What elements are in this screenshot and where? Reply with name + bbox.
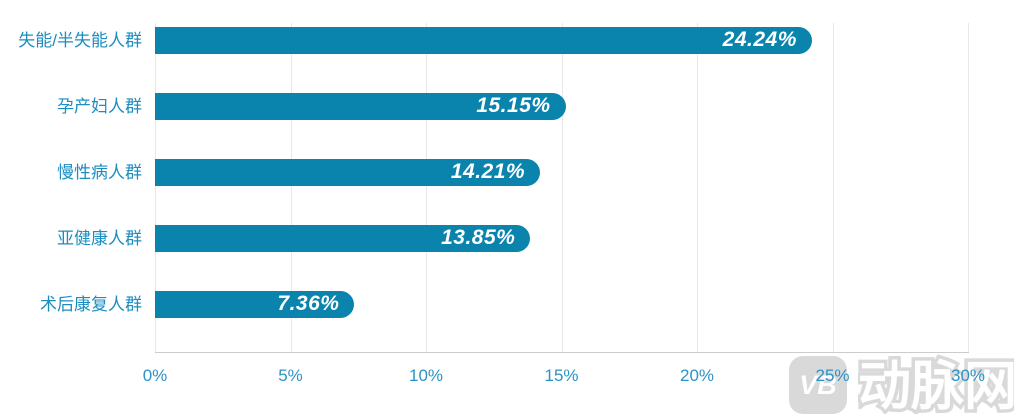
gridline <box>697 23 698 352</box>
brand-watermark-logo: VB <box>789 356 847 414</box>
x-tick-label: 0% <box>142 366 168 385</box>
bar-value-label: 24.24% <box>722 28 797 51</box>
category-label: 失能/半失能人群 <box>18 30 142 50</box>
bar-value-label: 7.36% <box>277 292 340 315</box>
bar: 7.36% <box>155 290 355 318</box>
bar: 15.15% <box>155 92 566 120</box>
x-tick-label: 25% <box>815 366 850 385</box>
bar-value-label: 14.21% <box>450 160 526 183</box>
category-label: 孕产妇人群 <box>57 96 142 116</box>
category-label: 亚健康人群 <box>57 228 142 248</box>
x-tick-label: 10% <box>408 366 444 385</box>
category-label: 慢性病人群 <box>57 162 142 182</box>
category-label: 术后康复人群 <box>40 294 142 314</box>
brand-watermark: 动脉网 <box>858 354 1014 414</box>
gridline <box>426 23 427 352</box>
x-tick-label: 20% <box>679 366 715 385</box>
x-tick-label: 15% <box>544 366 579 385</box>
x-axis-baseline <box>155 352 969 353</box>
bar: 13.85% <box>155 224 531 252</box>
gridline <box>561 23 563 352</box>
gridline <box>290 23 292 352</box>
bar: 14.21% <box>155 158 541 186</box>
x-tick-label: 5% <box>278 366 303 385</box>
x-tick-label: 30% <box>950 366 986 385</box>
bar-value-label: 15.15% <box>476 94 551 117</box>
bar-value-label: 13.85% <box>441 226 516 249</box>
gridline <box>832 23 834 352</box>
bar: 24.24% <box>155 26 812 54</box>
brand-watermark-text: 动脉网 <box>858 357 1014 414</box>
gridline <box>155 23 156 352</box>
gridline <box>968 23 969 352</box>
brand-logo-glyph: VB <box>799 369 837 400</box>
